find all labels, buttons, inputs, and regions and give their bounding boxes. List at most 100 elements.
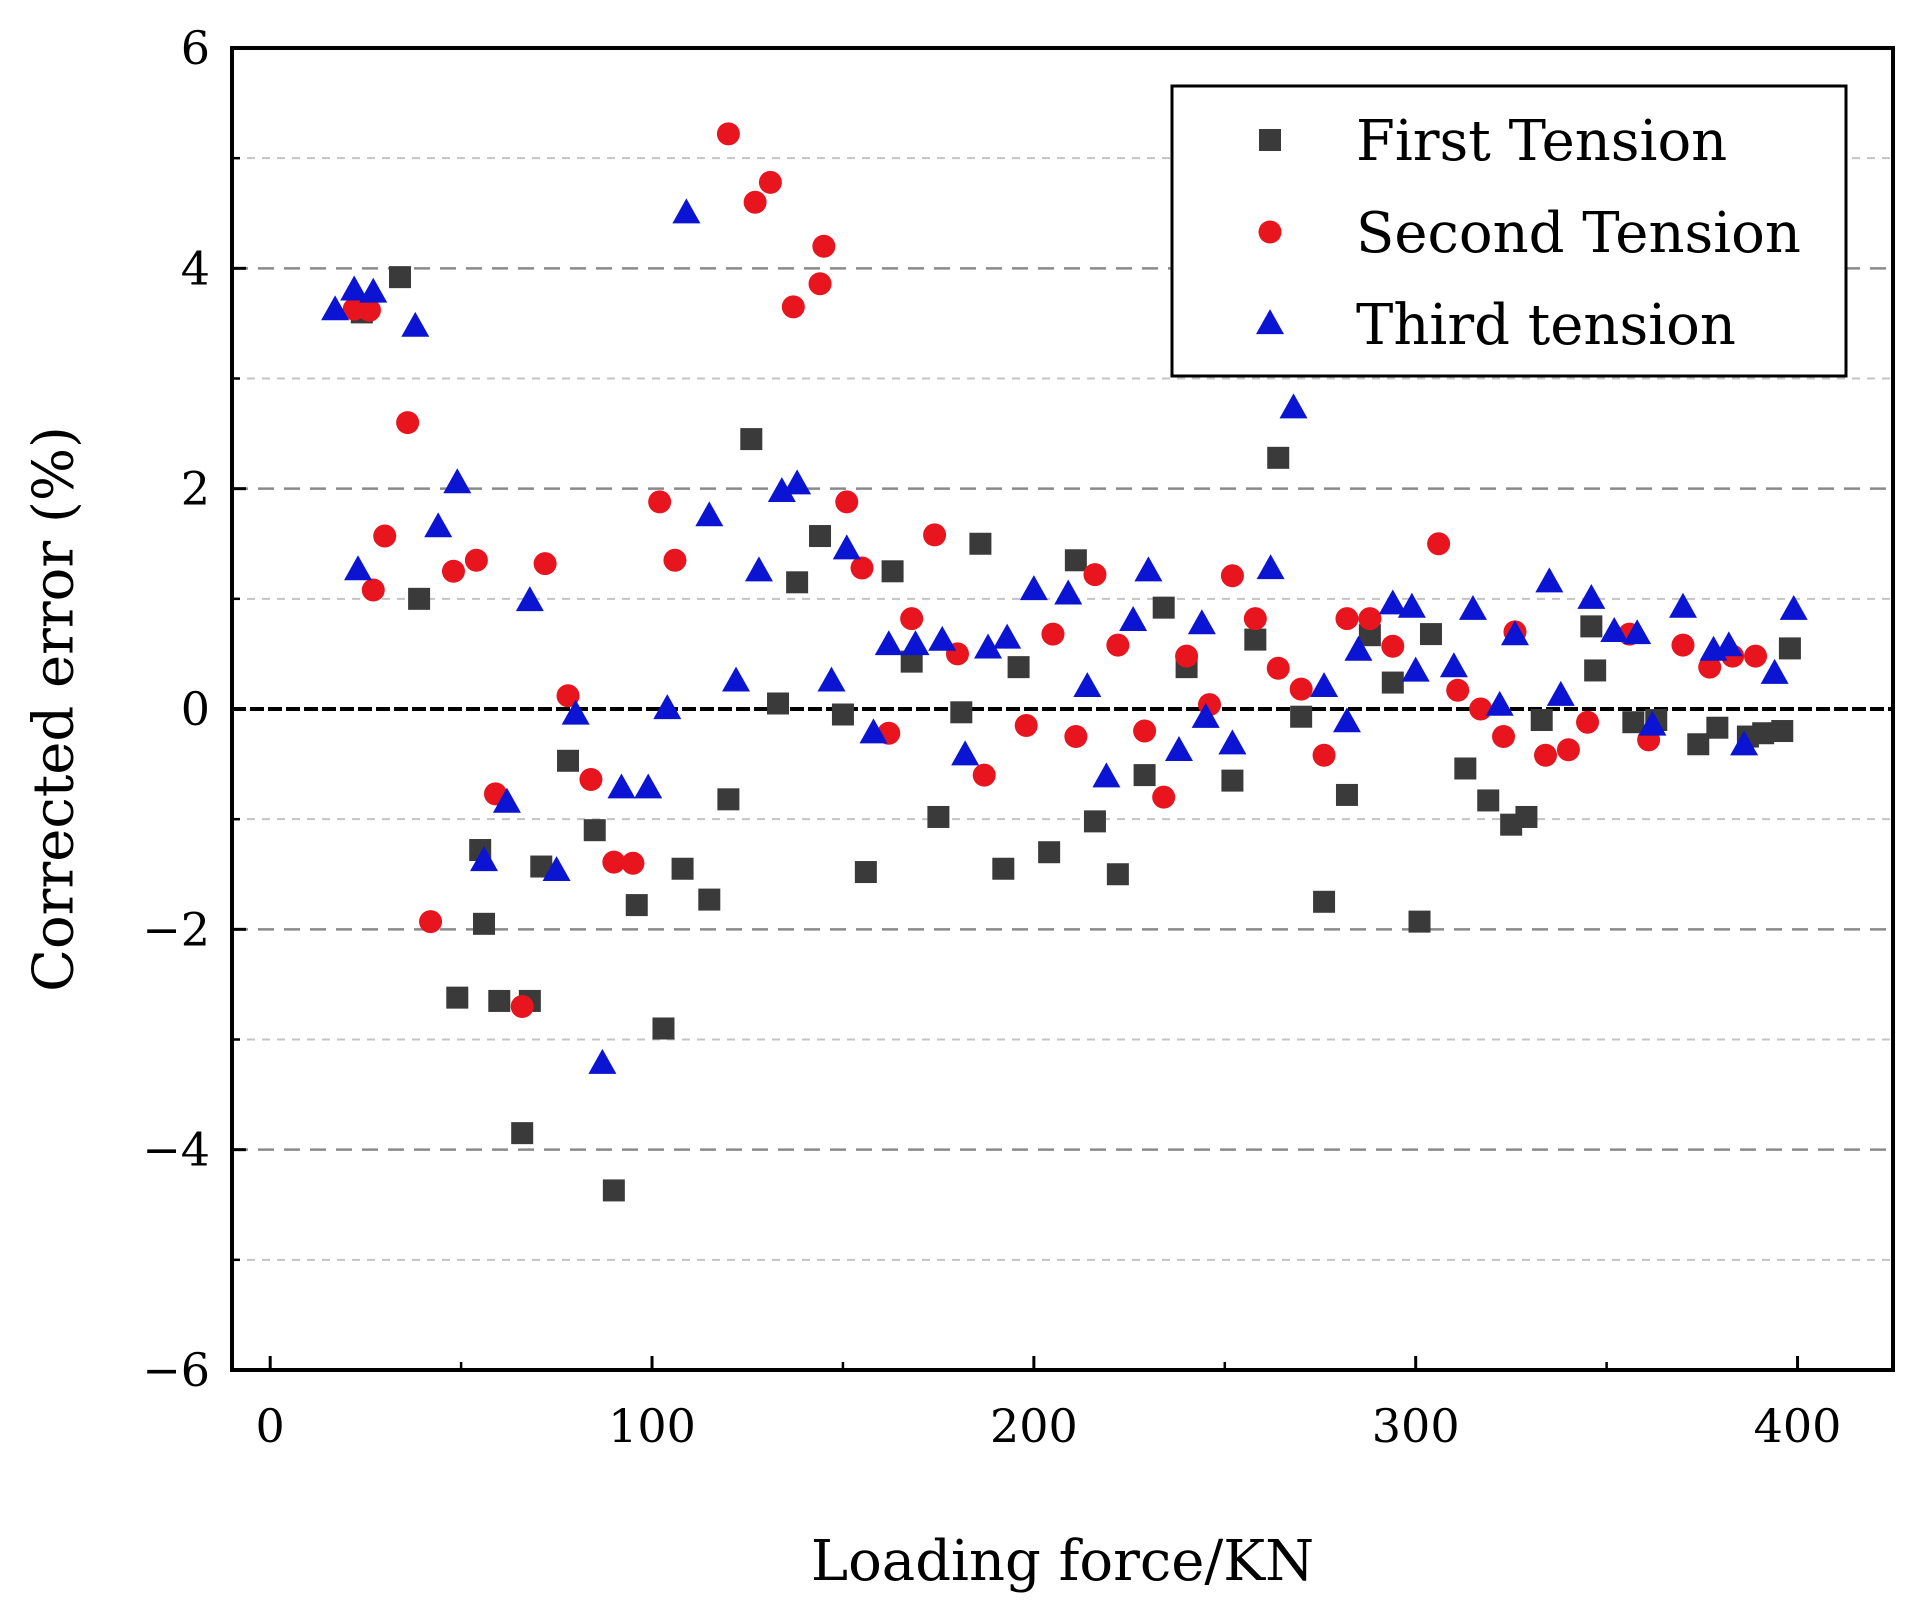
data-point xyxy=(492,787,521,813)
data-point xyxy=(1638,710,1667,736)
data-point xyxy=(1458,594,1487,620)
data-point xyxy=(1119,605,1148,631)
data-point xyxy=(1041,622,1065,646)
data-point xyxy=(1290,705,1313,728)
square-marker-icon xyxy=(1259,129,1281,151)
data-point xyxy=(786,571,809,594)
data-point xyxy=(1408,910,1431,933)
data-point xyxy=(1530,709,1553,732)
x-tick-label: 100 xyxy=(608,1399,696,1453)
data-point xyxy=(781,295,805,319)
data-point xyxy=(1332,707,1361,733)
data-point xyxy=(1577,583,1606,609)
data-point xyxy=(1279,393,1308,419)
data-point xyxy=(854,861,877,884)
data-point xyxy=(1083,810,1106,833)
data-point xyxy=(653,694,682,720)
data-point xyxy=(950,701,973,724)
data-point xyxy=(1133,719,1157,743)
data-point xyxy=(740,428,763,451)
data-point xyxy=(1244,628,1267,651)
data-point xyxy=(1038,841,1061,864)
data-point xyxy=(340,275,369,301)
data-point xyxy=(1133,764,1156,787)
data-point xyxy=(1419,623,1442,646)
data-point xyxy=(1218,729,1247,755)
data-point xyxy=(1220,564,1244,588)
data-point xyxy=(579,768,603,792)
data-point xyxy=(1427,532,1451,556)
data-point xyxy=(969,532,992,555)
y-tick-label: 4 xyxy=(181,241,210,295)
data-point xyxy=(812,234,836,258)
x-tick-label: 300 xyxy=(1372,1399,1460,1453)
data-point xyxy=(1706,716,1729,739)
data-point xyxy=(1671,633,1695,657)
data-points xyxy=(321,122,1808,1202)
data-point xyxy=(510,994,534,1018)
data-point xyxy=(602,850,626,874)
data-point xyxy=(722,666,751,692)
data-point xyxy=(850,556,874,580)
data-point xyxy=(698,888,721,911)
data-point xyxy=(1187,609,1216,635)
data-point xyxy=(695,501,724,527)
data-point xyxy=(859,718,888,744)
data-point xyxy=(992,857,1015,880)
data-point xyxy=(602,1179,625,1202)
axis-ticks xyxy=(232,46,1800,1372)
data-point xyxy=(835,490,859,514)
data-point xyxy=(648,490,672,514)
data-point xyxy=(1500,620,1529,646)
data-point xyxy=(1054,579,1083,605)
data-point xyxy=(1397,592,1426,618)
data-point xyxy=(488,989,511,1012)
legend-label: Third tension xyxy=(1356,293,1736,358)
data-point xyxy=(817,666,846,692)
data-point xyxy=(1714,631,1743,657)
data-point xyxy=(1534,743,1558,767)
data-point xyxy=(401,311,430,337)
x-tick-label: 400 xyxy=(1754,1399,1842,1453)
data-point xyxy=(743,190,767,214)
data-point xyxy=(1221,769,1244,792)
x-axis-title: Loading force/KN xyxy=(811,1529,1314,1594)
data-point xyxy=(758,170,782,194)
data-point xyxy=(1266,656,1290,680)
y-tick-label: −4 xyxy=(142,1123,210,1177)
data-point xyxy=(1064,725,1088,749)
data-point xyxy=(533,552,557,576)
y-tick-label: −2 xyxy=(142,902,210,956)
data-point xyxy=(1623,619,1652,645)
data-point xyxy=(1014,714,1038,738)
data-point xyxy=(831,703,854,726)
data-point xyxy=(1191,702,1220,728)
data-point xyxy=(1164,735,1193,761)
data-point xyxy=(561,699,590,725)
data-point xyxy=(357,298,381,322)
data-point xyxy=(671,857,694,880)
data-point xyxy=(1106,863,1129,886)
data-point xyxy=(923,523,947,547)
data-point xyxy=(1600,617,1629,642)
data-point xyxy=(1243,607,1267,631)
data-point xyxy=(1019,575,1048,601)
data-point xyxy=(1546,680,1575,706)
data-point xyxy=(373,524,397,548)
data-point xyxy=(1289,677,1313,701)
data-point xyxy=(1584,659,1607,682)
data-point xyxy=(1381,634,1405,658)
data-point xyxy=(1485,690,1514,716)
data-point xyxy=(625,894,648,917)
data-point xyxy=(1335,783,1358,806)
data-point xyxy=(441,559,465,583)
data-point xyxy=(928,625,957,651)
data-point xyxy=(972,763,996,787)
x-tick-label: 200 xyxy=(990,1399,1078,1453)
data-point xyxy=(1267,446,1290,469)
data-point xyxy=(621,851,645,875)
data-point xyxy=(542,856,571,882)
data-point xyxy=(1576,710,1600,734)
data-point xyxy=(1378,589,1407,615)
